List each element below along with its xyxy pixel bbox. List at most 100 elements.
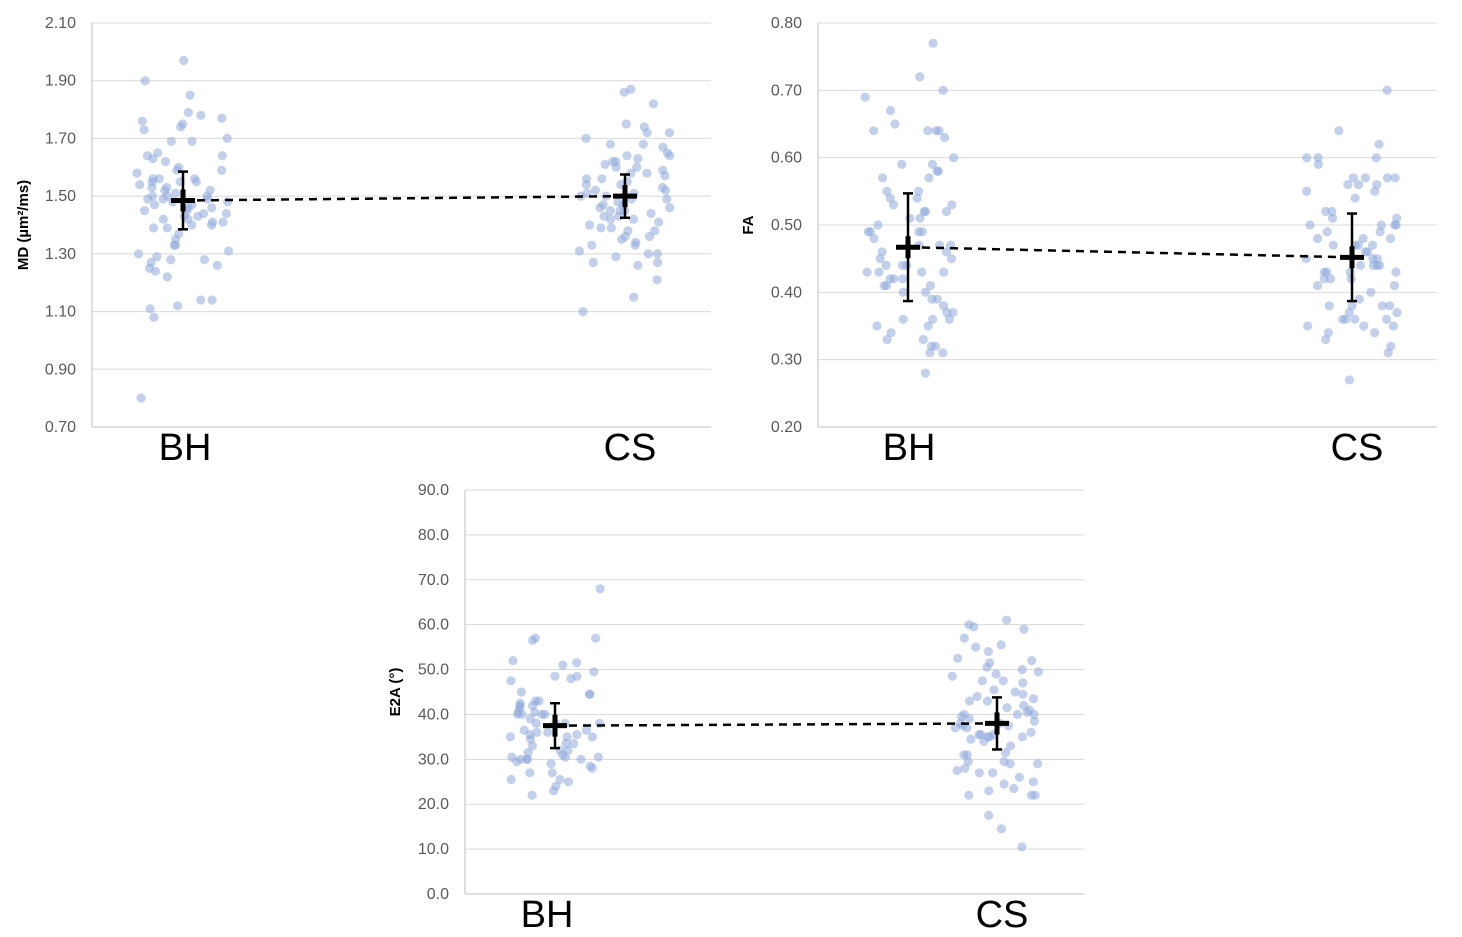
data-point-cs <box>1323 328 1333 338</box>
data-point-cs <box>1391 220 1401 230</box>
data-point-bh <box>183 107 193 118</box>
data-point-bh <box>898 287 908 297</box>
data-point-cs <box>972 691 982 702</box>
data-point-cs <box>632 162 642 172</box>
data-point-cs <box>1017 732 1028 742</box>
data-point-cs <box>1322 227 1332 237</box>
data-point-cs <box>605 206 616 216</box>
data-point-bh <box>560 752 571 762</box>
category-label-cs: CS <box>976 894 1029 936</box>
y-tick-label: 1.30 <box>45 246 76 263</box>
data-point-cs <box>1385 233 1396 244</box>
data-point-bh <box>920 287 931 297</box>
y-tick-label: 10.0 <box>418 841 449 858</box>
data-point-bh <box>863 227 873 237</box>
data-point-cs <box>996 824 1007 834</box>
y-axis-title: MD (µm²/ms) <box>15 180 32 270</box>
data-point-bh <box>550 671 560 681</box>
data-point-cs <box>639 122 649 132</box>
data-point-bh <box>149 312 159 322</box>
category-label-bh: BH <box>159 427 212 469</box>
data-point-bh <box>938 85 948 95</box>
data-point-cs <box>633 260 643 270</box>
data-point-bh <box>587 763 597 773</box>
y-tick-label: 0.70 <box>771 82 802 99</box>
data-point-cs <box>638 139 648 149</box>
y-tick-label: 20.0 <box>418 796 449 813</box>
y-axis-title: E2A (°) <box>387 668 404 717</box>
category-label-cs: CS <box>1331 427 1384 469</box>
data-point-cs <box>1026 727 1036 738</box>
data-point-cs <box>974 768 984 778</box>
y-axis-title: FA <box>740 215 757 234</box>
data-point-bh <box>191 177 201 187</box>
data-point-bh <box>218 217 228 227</box>
data-point-cs <box>977 676 988 686</box>
data-point-cs <box>969 622 979 632</box>
y-tick-label: 0.20 <box>771 419 802 436</box>
data-point-bh <box>160 156 171 167</box>
data-point-bh <box>886 328 896 338</box>
data-point-cs <box>1028 777 1038 787</box>
data-point-cs <box>633 154 643 164</box>
data-point-bh <box>148 154 158 164</box>
data-point-cs <box>983 647 994 657</box>
data-point-bh <box>527 790 537 800</box>
data-point-cs <box>662 148 673 158</box>
data-point-bh <box>223 197 233 207</box>
data-point-cs <box>622 151 632 161</box>
y-tick-label: 1.90 <box>45 73 76 90</box>
data-point-bh <box>572 658 582 668</box>
data-point-cs <box>1328 240 1338 250</box>
data-point-bh <box>915 213 925 223</box>
data-point-bh <box>222 133 232 143</box>
data-point-cs <box>1370 186 1380 196</box>
data-point-bh <box>505 732 515 742</box>
data-point-cs <box>1014 772 1024 782</box>
data-point-bh <box>555 774 565 785</box>
chart-md: 2.10 1.90 1.70 1.50 1.30 1.10 0.90 0.70 MD (µm²/… <box>15 15 711 469</box>
data-point-cs <box>998 676 1008 686</box>
data-point-bh <box>512 757 522 767</box>
data-point-cs <box>617 234 627 244</box>
data-point-cs <box>1344 307 1354 318</box>
data-point-bh <box>869 233 879 244</box>
y-tick-label: 0.0 <box>427 886 449 903</box>
data-point-cs <box>1338 314 1348 324</box>
data-point-cs <box>1370 328 1380 338</box>
mean-connector-line <box>907 245 1353 259</box>
data-point-bh <box>940 132 950 143</box>
data-point-cs <box>991 669 1001 679</box>
data-point-cs <box>1327 206 1337 217</box>
data-point-cs <box>1002 703 1012 713</box>
data-point-bh <box>525 768 535 778</box>
data-point-bh <box>905 213 915 223</box>
data-point-bh <box>169 240 179 250</box>
data-point-cs <box>584 220 595 230</box>
y-tick-label: 0.40 <box>771 284 802 301</box>
data-point-bh <box>546 759 556 769</box>
y-tick-label: 40.0 <box>418 706 449 723</box>
data-point-bh <box>152 252 162 262</box>
y-tick-label: 0.80 <box>771 15 802 32</box>
data-point-cs <box>985 732 995 742</box>
data-point-bh <box>203 194 213 204</box>
data-point-bh <box>872 321 882 331</box>
data-point-cs <box>1392 307 1402 318</box>
data-point-cs <box>1389 281 1399 291</box>
data-point-cs <box>588 257 598 268</box>
data-point-bh <box>934 126 944 136</box>
data-point-bh <box>897 159 907 169</box>
data-point-bh <box>882 334 892 345</box>
data-point-bh <box>162 223 172 233</box>
data-point-bh <box>146 257 156 268</box>
data-point-bh <box>174 229 184 239</box>
data-point-bh <box>179 55 189 66</box>
data-point-bh <box>139 125 149 135</box>
data-point-cs <box>964 696 975 706</box>
data-point-cs <box>648 99 659 109</box>
data-point-bh <box>928 314 938 324</box>
data-point-cs <box>574 246 585 256</box>
data-point-bh <box>587 732 598 742</box>
data-point-cs <box>1375 227 1385 237</box>
